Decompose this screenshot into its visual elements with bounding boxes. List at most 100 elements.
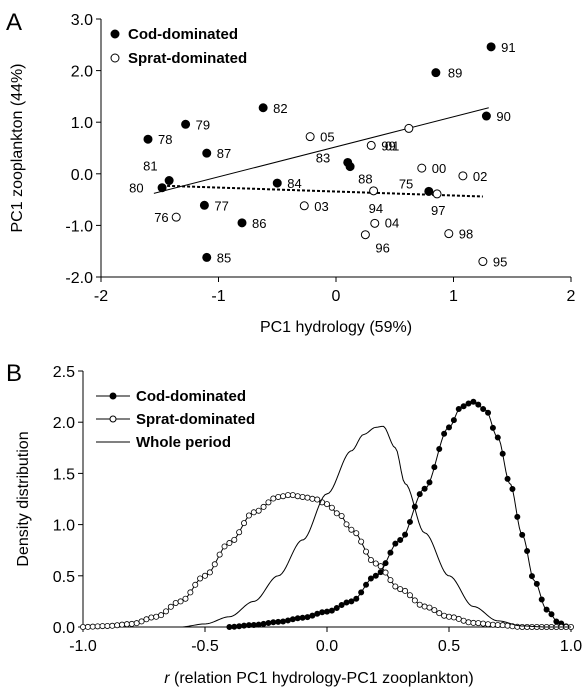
- sprat-density-marker: [119, 621, 126, 628]
- point-label: 77: [214, 198, 228, 213]
- sprat-density-marker: [494, 621, 501, 628]
- cod-density-marker: [504, 475, 511, 482]
- point-label: 87: [217, 146, 231, 161]
- sprat-point: [370, 218, 380, 228]
- sprat-point: [417, 163, 427, 173]
- panel-b-x-tick-label: -0.5: [191, 638, 219, 655]
- panel-b-legend-label: Whole period: [136, 434, 231, 451]
- sprat-density-marker: [192, 581, 199, 588]
- point-label: 91: [501, 40, 515, 55]
- sprat-density-marker: [426, 604, 433, 611]
- point-label: 96: [375, 241, 389, 256]
- sprat-point: [299, 201, 309, 211]
- sprat-density-marker: [270, 495, 277, 502]
- cod-point: [164, 176, 174, 186]
- sprat-density-marker: [128, 620, 135, 627]
- sprat-density-marker: [182, 595, 189, 602]
- sprat-density-marker: [236, 529, 243, 536]
- legend-b-sprat-marker: [109, 415, 117, 423]
- cod-density-marker: [241, 622, 248, 629]
- sprat-density-marker: [148, 614, 155, 621]
- sprat-density-marker: [431, 607, 438, 614]
- sprat-density-marker: [84, 623, 91, 630]
- point-label: 83: [316, 150, 330, 165]
- sprat-density-marker: [445, 613, 452, 620]
- point-label: 75: [399, 176, 413, 191]
- cod-density-marker: [280, 618, 287, 625]
- sprat-density-marker: [519, 624, 526, 631]
- cod-point: [202, 148, 212, 158]
- sprat-point: [432, 189, 442, 199]
- point-label: 02: [473, 169, 487, 184]
- cod-point: [424, 186, 434, 196]
- point-label: 04: [385, 215, 399, 230]
- cod-density-marker: [475, 401, 482, 408]
- cod-density-marker: [524, 548, 531, 555]
- sprat-point: [360, 230, 370, 240]
- sprat-density-marker: [406, 592, 413, 599]
- cod-density-marker: [343, 599, 350, 606]
- panel-a-x-axis-label: PC1 hydrology (59%): [260, 319, 412, 336]
- cod-density-marker: [250, 621, 257, 628]
- point-label: 84: [287, 176, 301, 191]
- sprat-density-marker: [94, 623, 101, 630]
- cod-density-marker: [519, 531, 526, 538]
- cod-point: [345, 162, 355, 172]
- sprat-density-marker: [80, 624, 87, 631]
- cod-density-marker: [367, 575, 374, 582]
- panel-b-x-tick-label: 0.0: [316, 638, 338, 655]
- sprat-density-marker: [363, 548, 370, 555]
- sprat-density-marker: [123, 621, 130, 628]
- sprat-density-marker: [489, 621, 496, 628]
- sprat-density-marker: [167, 603, 174, 610]
- cod-density-marker: [465, 400, 472, 407]
- panel-a-y-tick-label: -1.0: [65, 218, 93, 235]
- cod-density-marker: [294, 615, 301, 622]
- panel-a-y-tick-label: 2.0: [71, 64, 93, 81]
- sprat-density-marker: [187, 589, 194, 596]
- point-label: 89: [448, 66, 462, 81]
- sprat-point: [366, 140, 376, 150]
- panel-b-y-tick-label: 1.0: [53, 518, 75, 535]
- point-label: 79: [196, 117, 210, 132]
- cod-point: [272, 178, 282, 188]
- point-label: 81: [143, 159, 157, 174]
- sprat-density-marker: [392, 583, 399, 590]
- sprat-density-marker: [343, 521, 350, 528]
- panel-a-x-tick-label: -1: [211, 288, 225, 305]
- cod-density-marker: [299, 614, 306, 621]
- sprat-density-marker: [328, 504, 335, 511]
- point-label: 88: [358, 172, 372, 187]
- cod-density-marker: [450, 417, 457, 424]
- cod-density-marker: [406, 518, 413, 525]
- sprat-density-marker: [353, 530, 360, 537]
- cod-density-marker: [363, 581, 370, 588]
- cod-density-marker: [236, 623, 243, 630]
- panel-a-x-tick-label: 1: [449, 288, 458, 305]
- sprat-point: [444, 229, 454, 239]
- sprat-density-marker: [382, 569, 389, 576]
- panel-a-x-tick-label: 2: [567, 288, 576, 305]
- cod-density-marker: [499, 450, 506, 457]
- sprat-density-marker: [377, 563, 384, 570]
- cod-density-marker: [514, 513, 521, 520]
- panel-b-x-tick-label: 0.5: [438, 638, 460, 655]
- sprat-density-marker: [314, 496, 321, 503]
- panel-a-x-tick-label: -2: [94, 288, 108, 305]
- sprat-density-marker: [455, 615, 462, 622]
- panel-a-y-tick-label: 0.0: [71, 167, 93, 184]
- panel-b-x-axis-label-rest: (relation PC1 hydrology-PC1 zooplankton): [170, 670, 474, 687]
- cod-density-marker: [402, 531, 409, 538]
- cod-density-marker: [226, 624, 233, 631]
- sprat-density-marker: [411, 597, 418, 604]
- sprat-density-marker: [441, 612, 448, 619]
- sprat-density-marker: [470, 619, 477, 626]
- panel-a-y-tick-label: 1.0: [71, 115, 93, 132]
- sprat-density-marker: [333, 510, 340, 517]
- cod-point: [157, 183, 167, 193]
- panel-b-legend-label: Cod-dominated: [136, 388, 246, 405]
- cod-density-marker: [260, 620, 267, 627]
- cod-density-marker: [231, 623, 238, 630]
